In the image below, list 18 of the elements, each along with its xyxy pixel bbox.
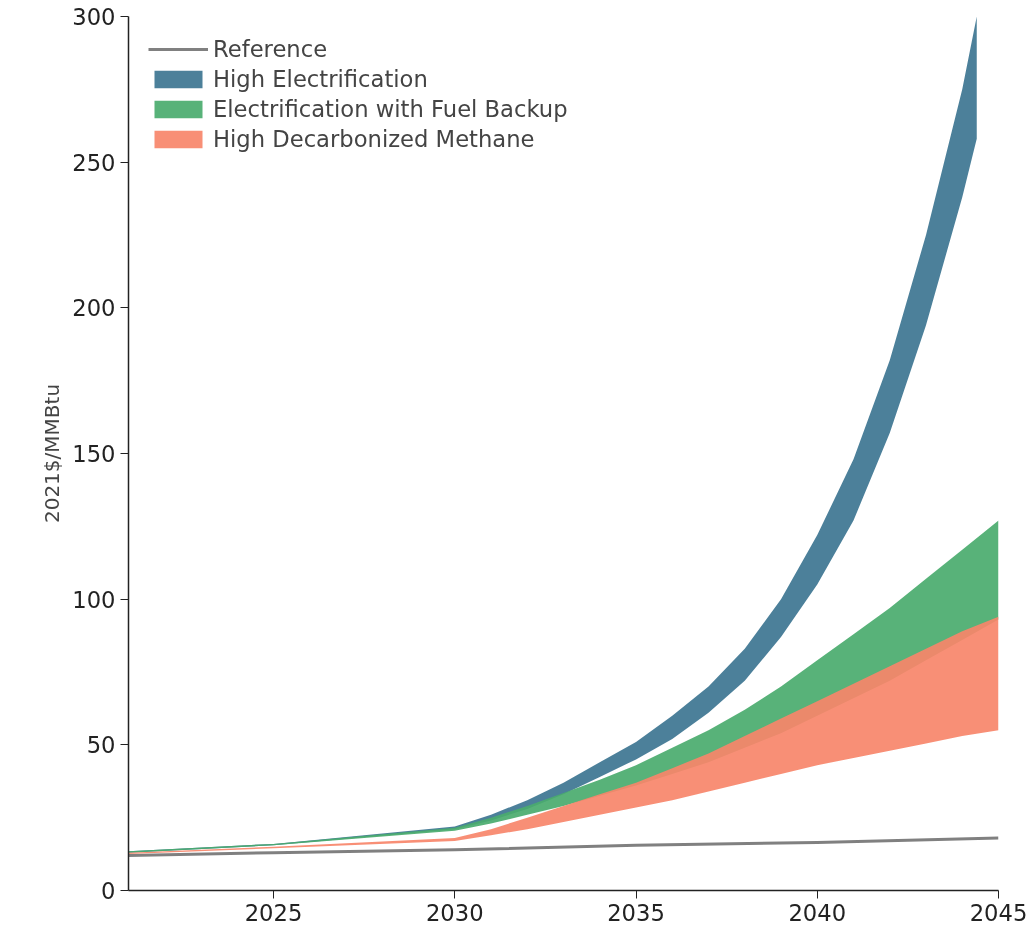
y-tick-label: 200 xyxy=(72,295,116,322)
x-tick-label: 2030 xyxy=(425,899,484,926)
legend-label: High Electrification xyxy=(213,66,428,92)
x-tick-label: 2035 xyxy=(607,899,665,926)
x-tick-label: 2045 xyxy=(969,899,1028,926)
line-series xyxy=(128,836,999,858)
legend-label: Electrification with Fuel Backup xyxy=(213,96,568,122)
y-tick-label: 150 xyxy=(72,441,116,467)
y-tick-label: 50 xyxy=(86,732,116,759)
y-tick-label: 0 xyxy=(101,878,116,904)
legend-label: High Decarbonized Methane xyxy=(213,126,535,152)
y-tick-label: 250 xyxy=(72,149,116,176)
legend-label: Reference xyxy=(213,36,328,62)
y-tick-label: 300 xyxy=(72,4,116,30)
x-tick-label: 2025 xyxy=(244,899,303,926)
y-axis-title: 2021$/MMBtu xyxy=(40,383,65,524)
y-tick-label: 100 xyxy=(72,586,116,613)
x-tick-label: 2040 xyxy=(788,899,847,926)
